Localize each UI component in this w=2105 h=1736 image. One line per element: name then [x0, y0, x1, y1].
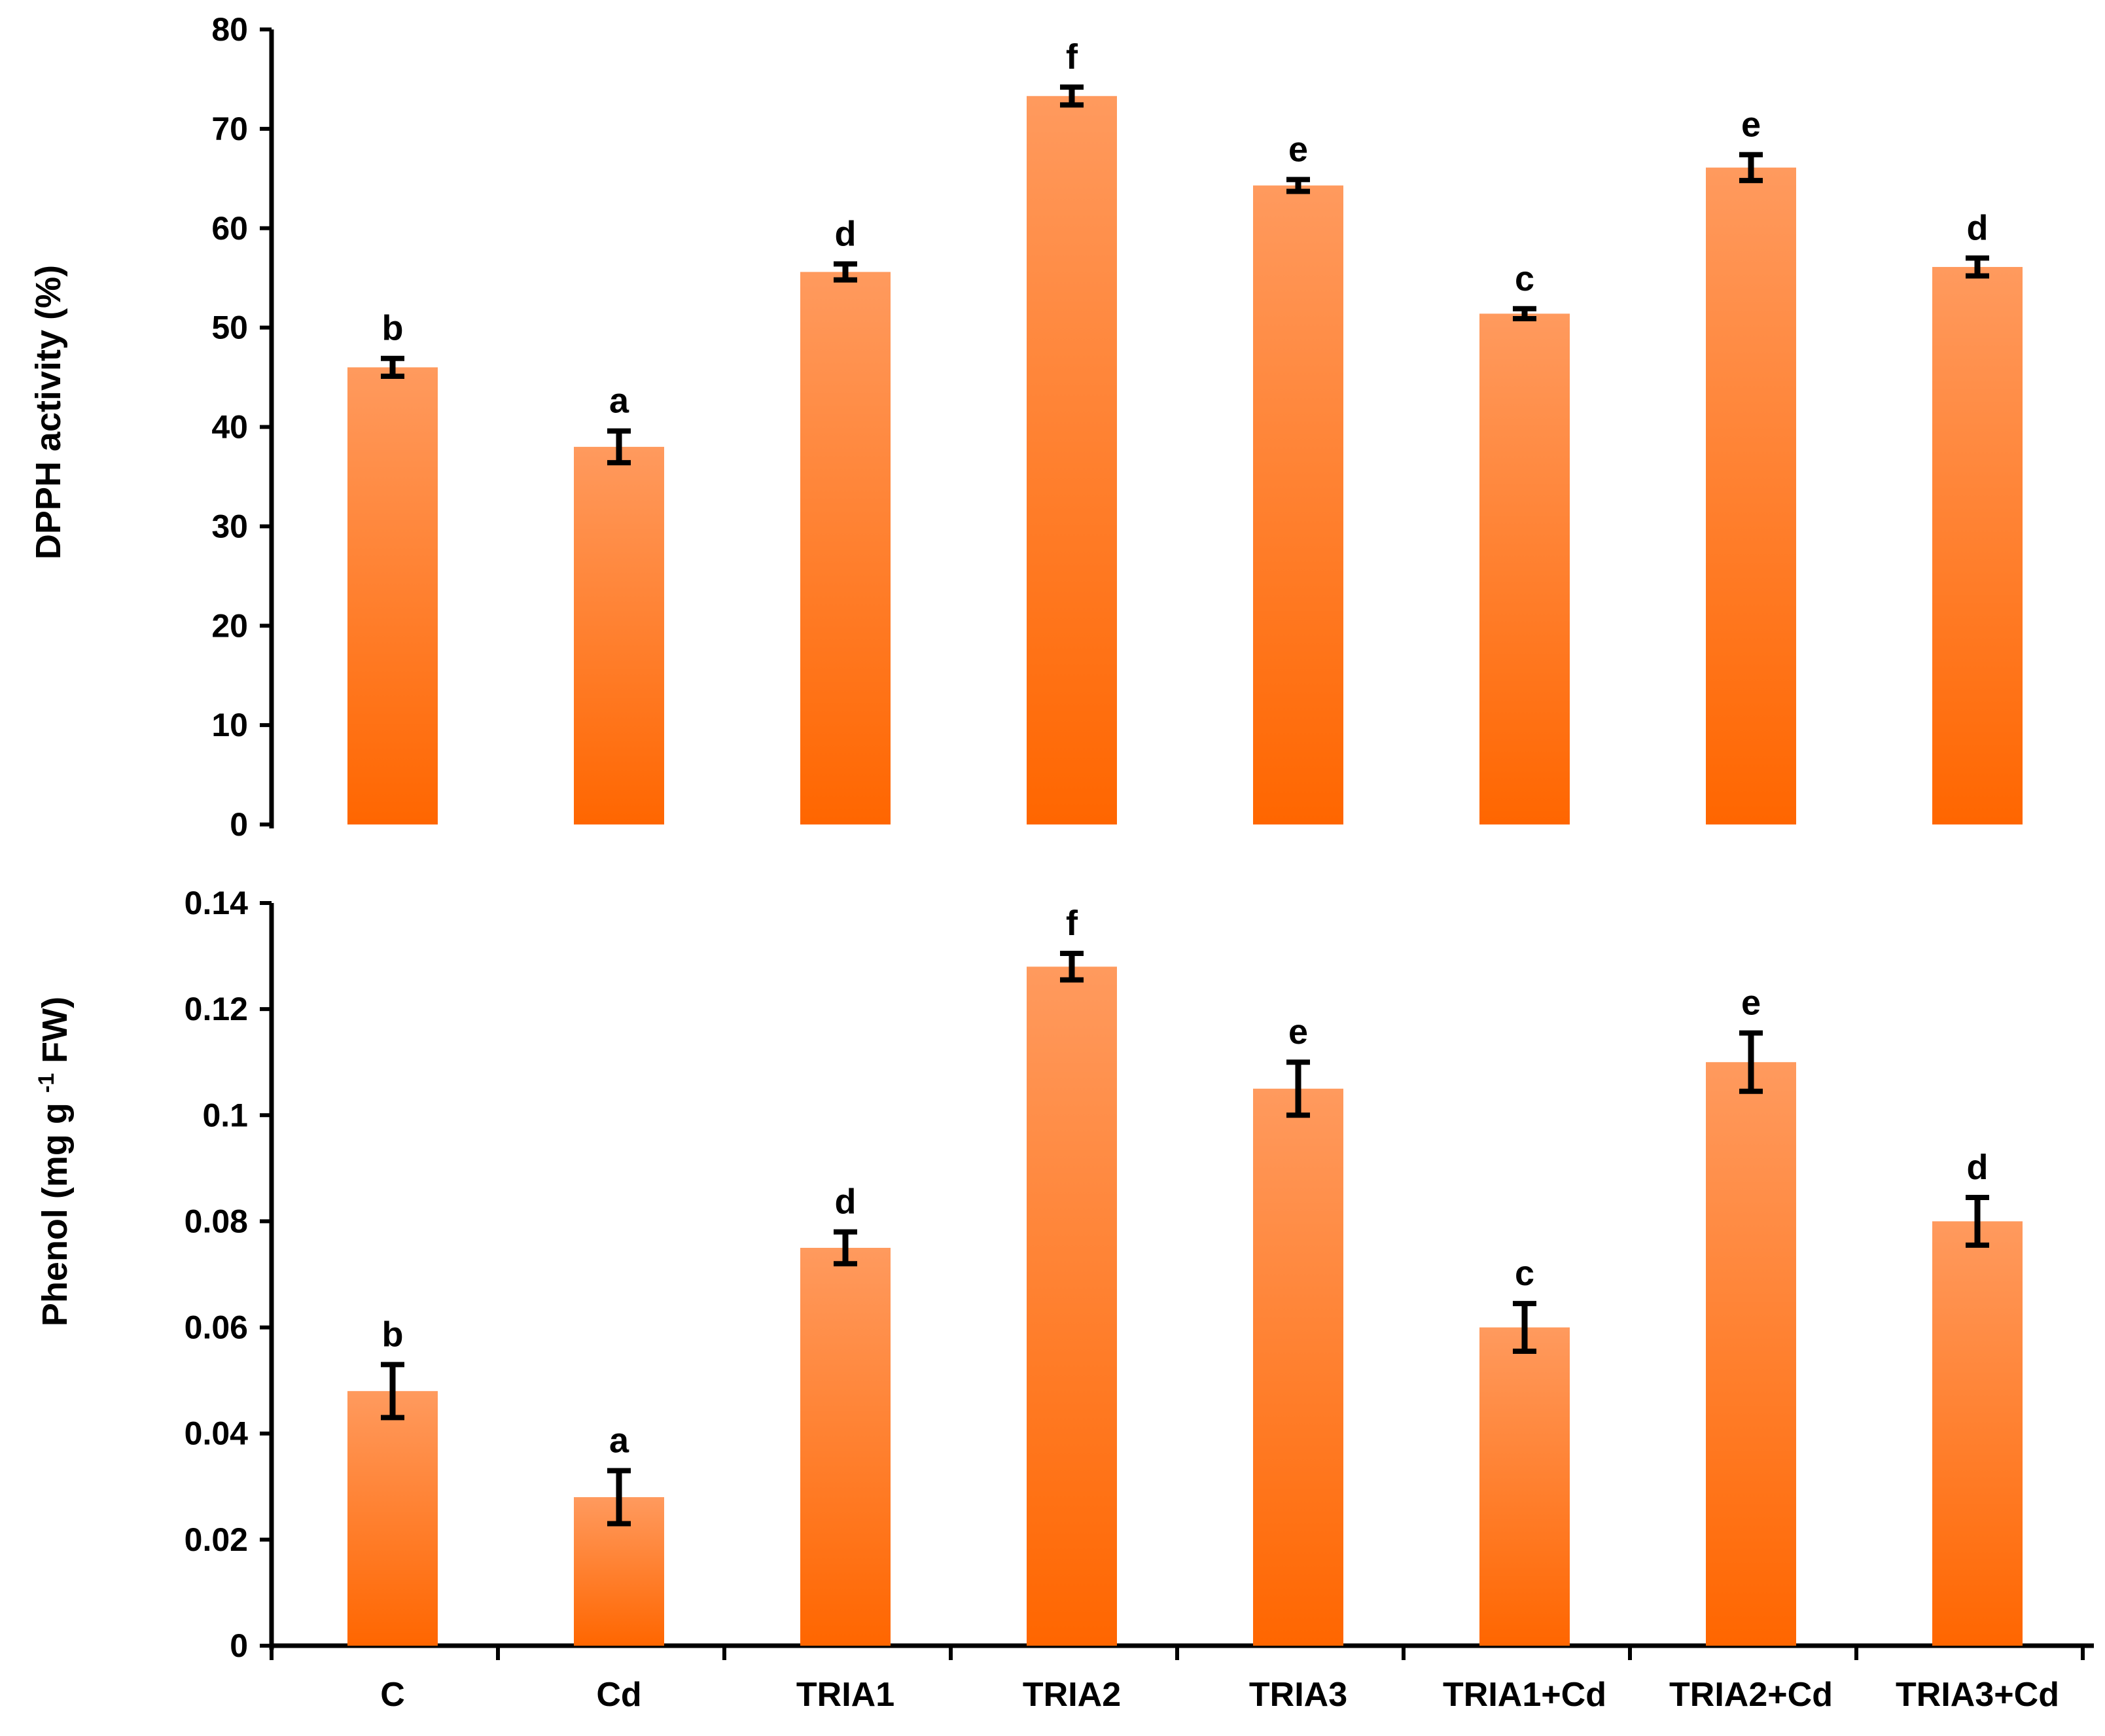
dpph-bar-TRIA2+Cd: [1706, 168, 1796, 824]
dpph-y-tick-label: 70: [211, 111, 248, 147]
dpph-significance-label: b: [382, 309, 404, 348]
dpph-y-tick-label: 60: [211, 210, 248, 247]
dpph-y-tick-label: 0: [230, 806, 248, 843]
dpph-bar-TRIA1: [800, 272, 891, 824]
phenol-y-tick-label: 0.08: [185, 1203, 248, 1239]
phenol-significance-label: e: [1741, 983, 1761, 1023]
phenol-significance-label: d: [1967, 1148, 1989, 1187]
dpph-y-tick-label: 80: [211, 11, 248, 48]
phenol-y-tick-label: 0.14: [185, 885, 249, 921]
phenol-significance-label: c: [1515, 1254, 1534, 1293]
dpph-significance-label: a: [609, 381, 629, 421]
phenol-y-tick-label: 0.04: [185, 1415, 249, 1452]
phenol-significance-label: b: [382, 1315, 404, 1354]
phenol-chart: Phenol (mg g -1 FW) 0 0.02 0.04 0.06 0.08 0.1…: [22, 885, 2094, 1714]
dpph-significance-label: e: [1741, 105, 1761, 144]
phenol-y-axis-title-tail: FW): [35, 997, 75, 1063]
dpph-significance-label: c: [1515, 259, 1534, 298]
dpph-bar-C: [347, 367, 438, 824]
phenol-significance-label: a: [609, 1421, 629, 1460]
dpph-y-tick-label: 20: [211, 607, 248, 644]
dpph-significance-label: e: [1288, 130, 1308, 169]
dpph-bar-Cd: [574, 446, 664, 824]
dpph-chart: DPPH activity (%) 0 10 20 30 40 50 60 70 80 b a d f e…: [29, 11, 2023, 843]
dpph-significance-label: f: [1066, 37, 1078, 77]
phenol-bar-TRIA2: [1027, 966, 1117, 1646]
phenol-y-tick-label: 0: [230, 1627, 248, 1664]
dpph-bar-TRIA1+Cd: [1479, 313, 1570, 824]
dpph-plot-area: 0 10 20 30 40 50 60 70 80 b a d f e c e d: [211, 11, 2023, 843]
phenol-category-label: TRIA3+Cd: [1896, 1676, 2059, 1714]
phenol-bar-TRIA1: [800, 1247, 891, 1646]
phenol-bar-TRIA2+Cd: [1706, 1062, 1796, 1646]
dpph-bar-TRIA3: [1253, 185, 1343, 825]
phenol-plot-area: 0 0.02 0.04 0.06 0.08 0.1 0.12 0.14 b Ca Cd d TRIA1 f…: [185, 885, 2094, 1714]
phenol-significance-label: e: [1288, 1012, 1308, 1052]
phenol-category-label: TRIA2: [1023, 1676, 1121, 1714]
dpph-y-tick-label: 50: [211, 310, 248, 346]
dpph-bar-TRIA2: [1027, 96, 1117, 825]
dpph-bar-TRIA3+Cd: [1932, 266, 2023, 824]
dpph-y-tick-label: 40: [211, 409, 248, 446]
phenol-y-tick-label: 0.12: [185, 991, 248, 1027]
dpph-y-tick-label: 10: [211, 707, 248, 743]
phenol-y-axis-title: Phenol (mg g -1 FW): [22, 997, 75, 1326]
phenol-bar-TRIA3: [1253, 1088, 1343, 1646]
dpph-significance-label: d: [835, 214, 857, 253]
dpph-y-tick-label: 30: [211, 508, 248, 544]
phenol-category-label: TRIA3: [1249, 1676, 1347, 1714]
phenol-significance-label: f: [1066, 904, 1078, 943]
phenol-y-tick-label: 0.1: [202, 1097, 248, 1133]
phenol-category-label: TRIA1: [796, 1676, 894, 1714]
phenol-bar-TRIA3+Cd: [1932, 1221, 2023, 1646]
phenol-significance-label: d: [835, 1182, 857, 1222]
phenol-category-label: Cd: [596, 1676, 641, 1714]
phenol-bar-C: [347, 1391, 438, 1646]
phenol-y-tick-label: 0.02: [185, 1521, 248, 1558]
phenol-category-label: C: [380, 1676, 405, 1714]
phenol-y-axis-title-sup: -1: [34, 1073, 59, 1093]
phenol-category-label: TRIA1+Cd: [1443, 1676, 1606, 1714]
phenol-category-label: TRIA2+Cd: [1669, 1676, 1833, 1714]
dpph-y-axis-title: DPPH activity (%): [29, 265, 68, 559]
phenol-y-axis-title-main: Phenol (mg g: [35, 1103, 75, 1326]
dpph-significance-label: d: [1967, 208, 1989, 247]
phenol-bar-TRIA1+Cd: [1479, 1327, 1570, 1646]
phenol-y-tick-label: 0.06: [185, 1309, 248, 1346]
